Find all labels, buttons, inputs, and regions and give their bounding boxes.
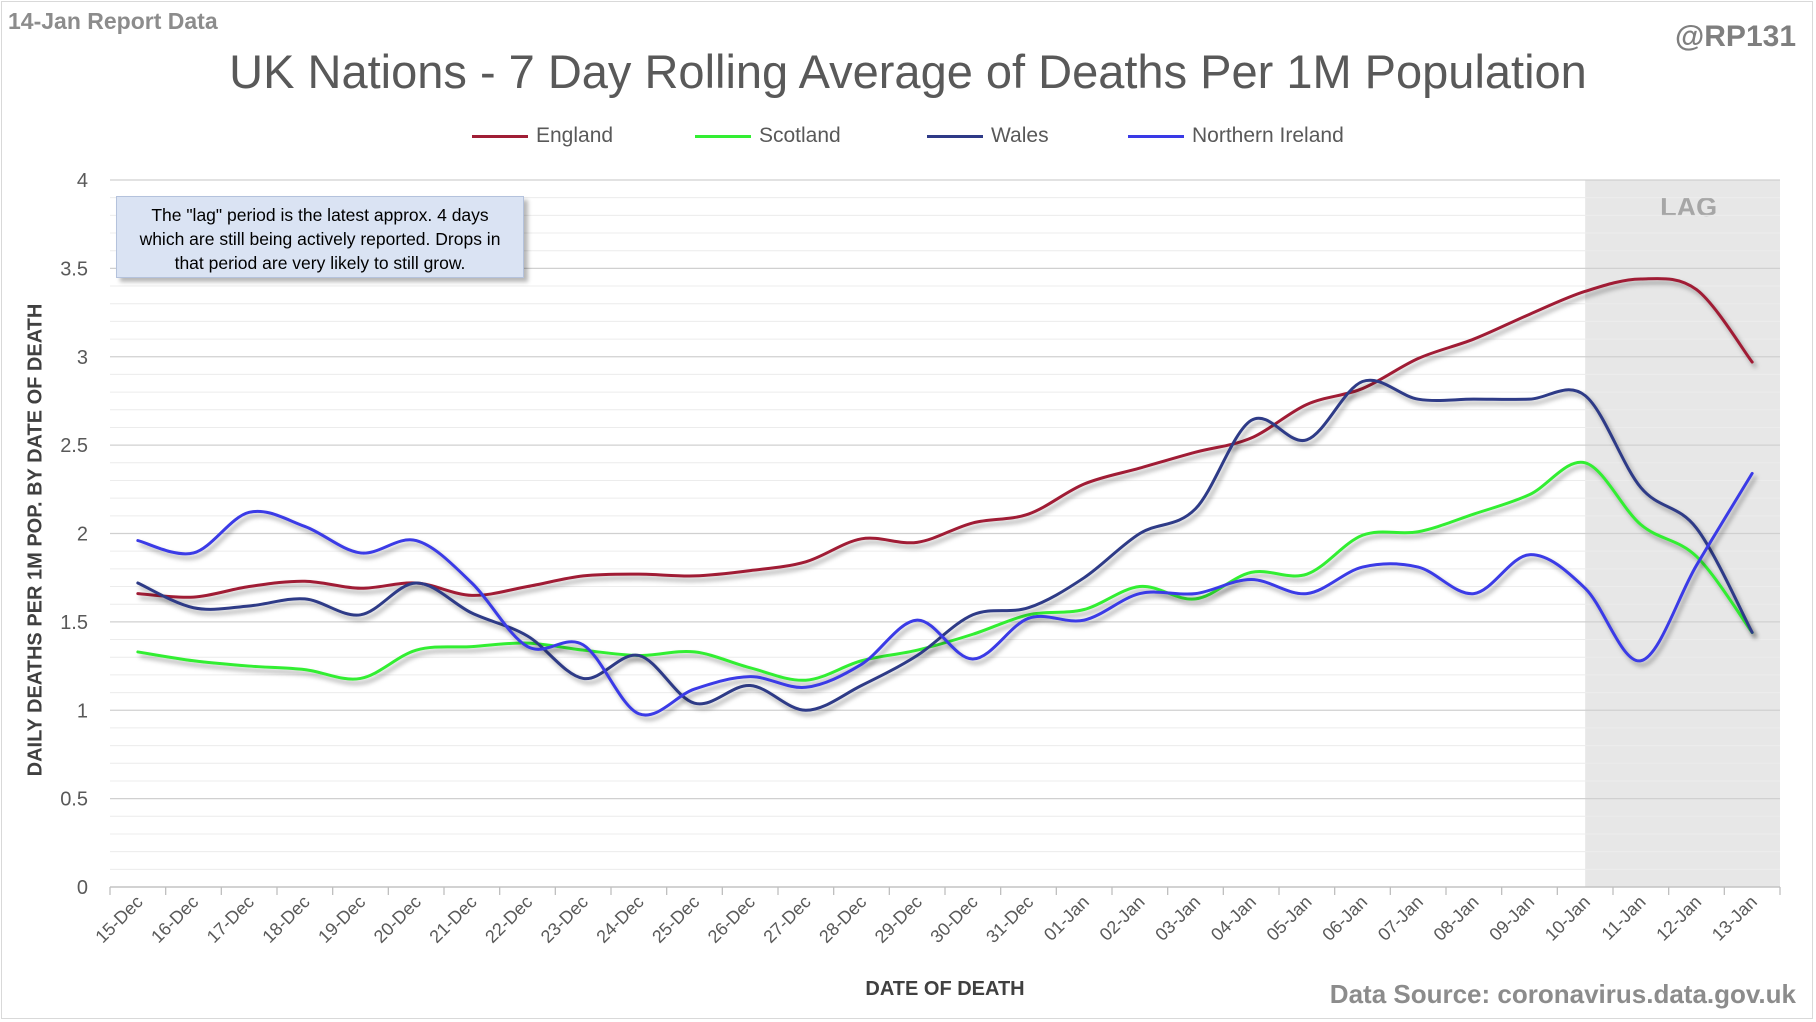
series-line-scotland — [136, 460, 1754, 682]
y-tick-label: 0.5 — [60, 789, 88, 811]
report-date-label: 14-Jan Report Data — [8, 8, 218, 34]
legend-swatch — [1128, 134, 1184, 138]
x-tick-label: 01-Jan — [1040, 892, 1093, 945]
x-tick-label: 08-Jan — [1430, 892, 1483, 945]
x-tick-label: 16-Dec — [147, 892, 202, 947]
x-tick-label: 13-Jan — [1708, 892, 1761, 945]
y-tick-label: 2 — [77, 524, 88, 546]
x-tick-label: 20-Dec — [370, 892, 425, 947]
x-tick-label: 28-Dec — [815, 892, 870, 947]
y-tick-label: 4 — [77, 170, 88, 192]
lag-label: LAG — [1660, 192, 1717, 222]
y-tick-label: 1 — [77, 700, 88, 722]
x-tick-label: 27-Dec — [759, 892, 814, 947]
legend-label: Scotland — [759, 124, 841, 147]
y-tick-label: 2.5 — [60, 435, 88, 457]
y-tick-label: 3 — [77, 347, 88, 369]
x-tick-label: 21-Dec — [425, 892, 480, 947]
legend-swatch — [472, 134, 528, 138]
legend-label: Northern Ireland — [1192, 124, 1344, 147]
legend-swatch — [695, 134, 751, 138]
series-line-northern-ireland — [136, 471, 1754, 717]
legend-item-scotland: Scotland — [695, 124, 841, 148]
y-tick-label: 1.5 — [60, 612, 88, 634]
lag-annotation-box: The "lag" period is the latest approx. 4… — [116, 196, 524, 278]
author-handle: @RP131 — [1675, 20, 1796, 53]
x-axis-label: DATE OF DEATH — [865, 978, 1025, 1000]
legend-label: Wales — [991, 124, 1049, 147]
x-tick-label: 24-Dec — [592, 892, 647, 947]
x-tick-label: 02-Jan — [1096, 892, 1149, 945]
x-tick-label: 03-Jan — [1151, 892, 1204, 945]
x-tick-label: 11-Jan — [1598, 892, 1650, 944]
x-tick-label: 22-Dec — [481, 892, 536, 947]
series-line-wales — [136, 378, 1754, 712]
x-tick-label: 23-Dec — [537, 892, 592, 947]
legend-item-northern-ireland: Northern Ireland — [1128, 124, 1344, 148]
legend-swatch — [927, 134, 983, 138]
x-tick-label: 31-Dec — [982, 892, 1037, 947]
x-tick-label: 15-Dec — [91, 892, 146, 947]
x-tick-label: 05-Jan — [1263, 892, 1316, 945]
x-tick-label: 19-Dec — [314, 892, 369, 947]
x-tick-label: 17-Dec — [203, 892, 258, 947]
legend-item-england: England — [472, 124, 613, 148]
x-tick-label: 12-Jan — [1652, 892, 1705, 945]
legend-item-wales: Wales — [927, 124, 1049, 148]
x-tick-label: 09-Jan — [1485, 892, 1538, 945]
chart-title: UK Nations - 7 Day Rolling Average of De… — [229, 45, 1587, 98]
data-source-label: Data Source: coronavirus.data.gov.uk — [1329, 979, 1796, 1009]
x-tick-label: 06-Jan — [1318, 892, 1371, 945]
x-tick-label: 10-Jan — [1541, 892, 1594, 945]
legend-label: England — [536, 124, 614, 147]
x-tick-label: 07-Jan — [1374, 892, 1427, 945]
x-tick-label: 25-Dec — [648, 892, 703, 947]
y-tick-label: 0 — [77, 877, 88, 899]
x-tick-label: 29-Dec — [871, 892, 926, 947]
y-tick-label: 3.5 — [60, 258, 88, 280]
x-tick-label: 30-Dec — [926, 892, 981, 947]
x-tick-label: 04-Jan — [1207, 892, 1260, 945]
x-tick-label: 18-Dec — [258, 892, 313, 947]
y-axis-label: DAILY DEATHS PER 1M POP. BY DATE OF DEAT… — [24, 303, 47, 777]
x-tick-label: 26-Dec — [704, 892, 759, 947]
